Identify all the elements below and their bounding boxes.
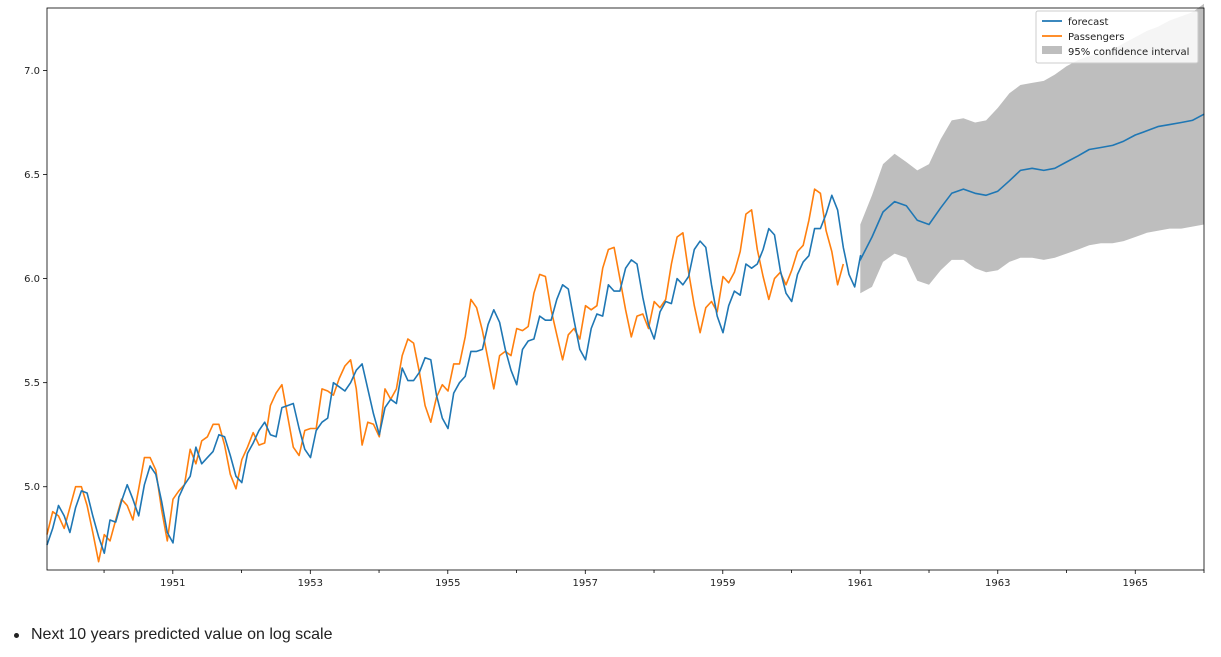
y-tick-label: 6.0 — [24, 274, 40, 285]
caption-text: Next 10 years predicted value on log sca… — [31, 626, 333, 643]
series-lines-layer — [46, 113, 1205, 563]
legend-ci-swatch — [1042, 46, 1062, 54]
forecast-chart: 1951 1953 1955 1957 1959 1961 1963 1965 5.0 5.5 6.… — [24, 3, 1205, 589]
plot-frame — [46, 7, 1205, 571]
x-tick-label: 1965 — [1123, 578, 1148, 589]
axes-layer: 1951 1953 1955 1957 1959 1961 1963 1965 5.0 5.5 6.… — [24, 7, 1205, 589]
legend: forecast Passengers 95% confidence inter… — [1035, 10, 1199, 64]
x-tick-label: 1957 — [573, 578, 598, 589]
caption: Next 10 years predicted value on log sca… — [14, 626, 333, 644]
passengers-line — [46, 188, 845, 563]
x-tick-label: 1951 — [160, 578, 185, 589]
y-tick-label: 6.5 — [24, 170, 40, 181]
x-tick-label: 1953 — [298, 578, 323, 589]
y-tick-label: 5.5 — [24, 378, 40, 389]
bullet-icon — [14, 632, 19, 638]
y-tick-label: 7.0 — [24, 66, 40, 77]
legend-ci-label: 95% confidence interval — [1068, 47, 1189, 58]
legend-forecast-label: forecast — [1068, 17, 1109, 28]
x-tick-label: 1959 — [710, 578, 735, 589]
x-tick-label: 1963 — [985, 578, 1010, 589]
x-tick-label: 1955 — [435, 578, 460, 589]
confidence-interval-layer — [860, 3, 1204, 294]
legend-passengers-label: Passengers — [1068, 32, 1124, 43]
y-tick-label: 5.0 — [24, 482, 40, 493]
x-tick-label: 1961 — [848, 578, 873, 589]
legend-box — [1035, 10, 1199, 64]
confidence-interval-band — [860, 3, 1204, 294]
forecast-line — [46, 113, 1205, 555]
